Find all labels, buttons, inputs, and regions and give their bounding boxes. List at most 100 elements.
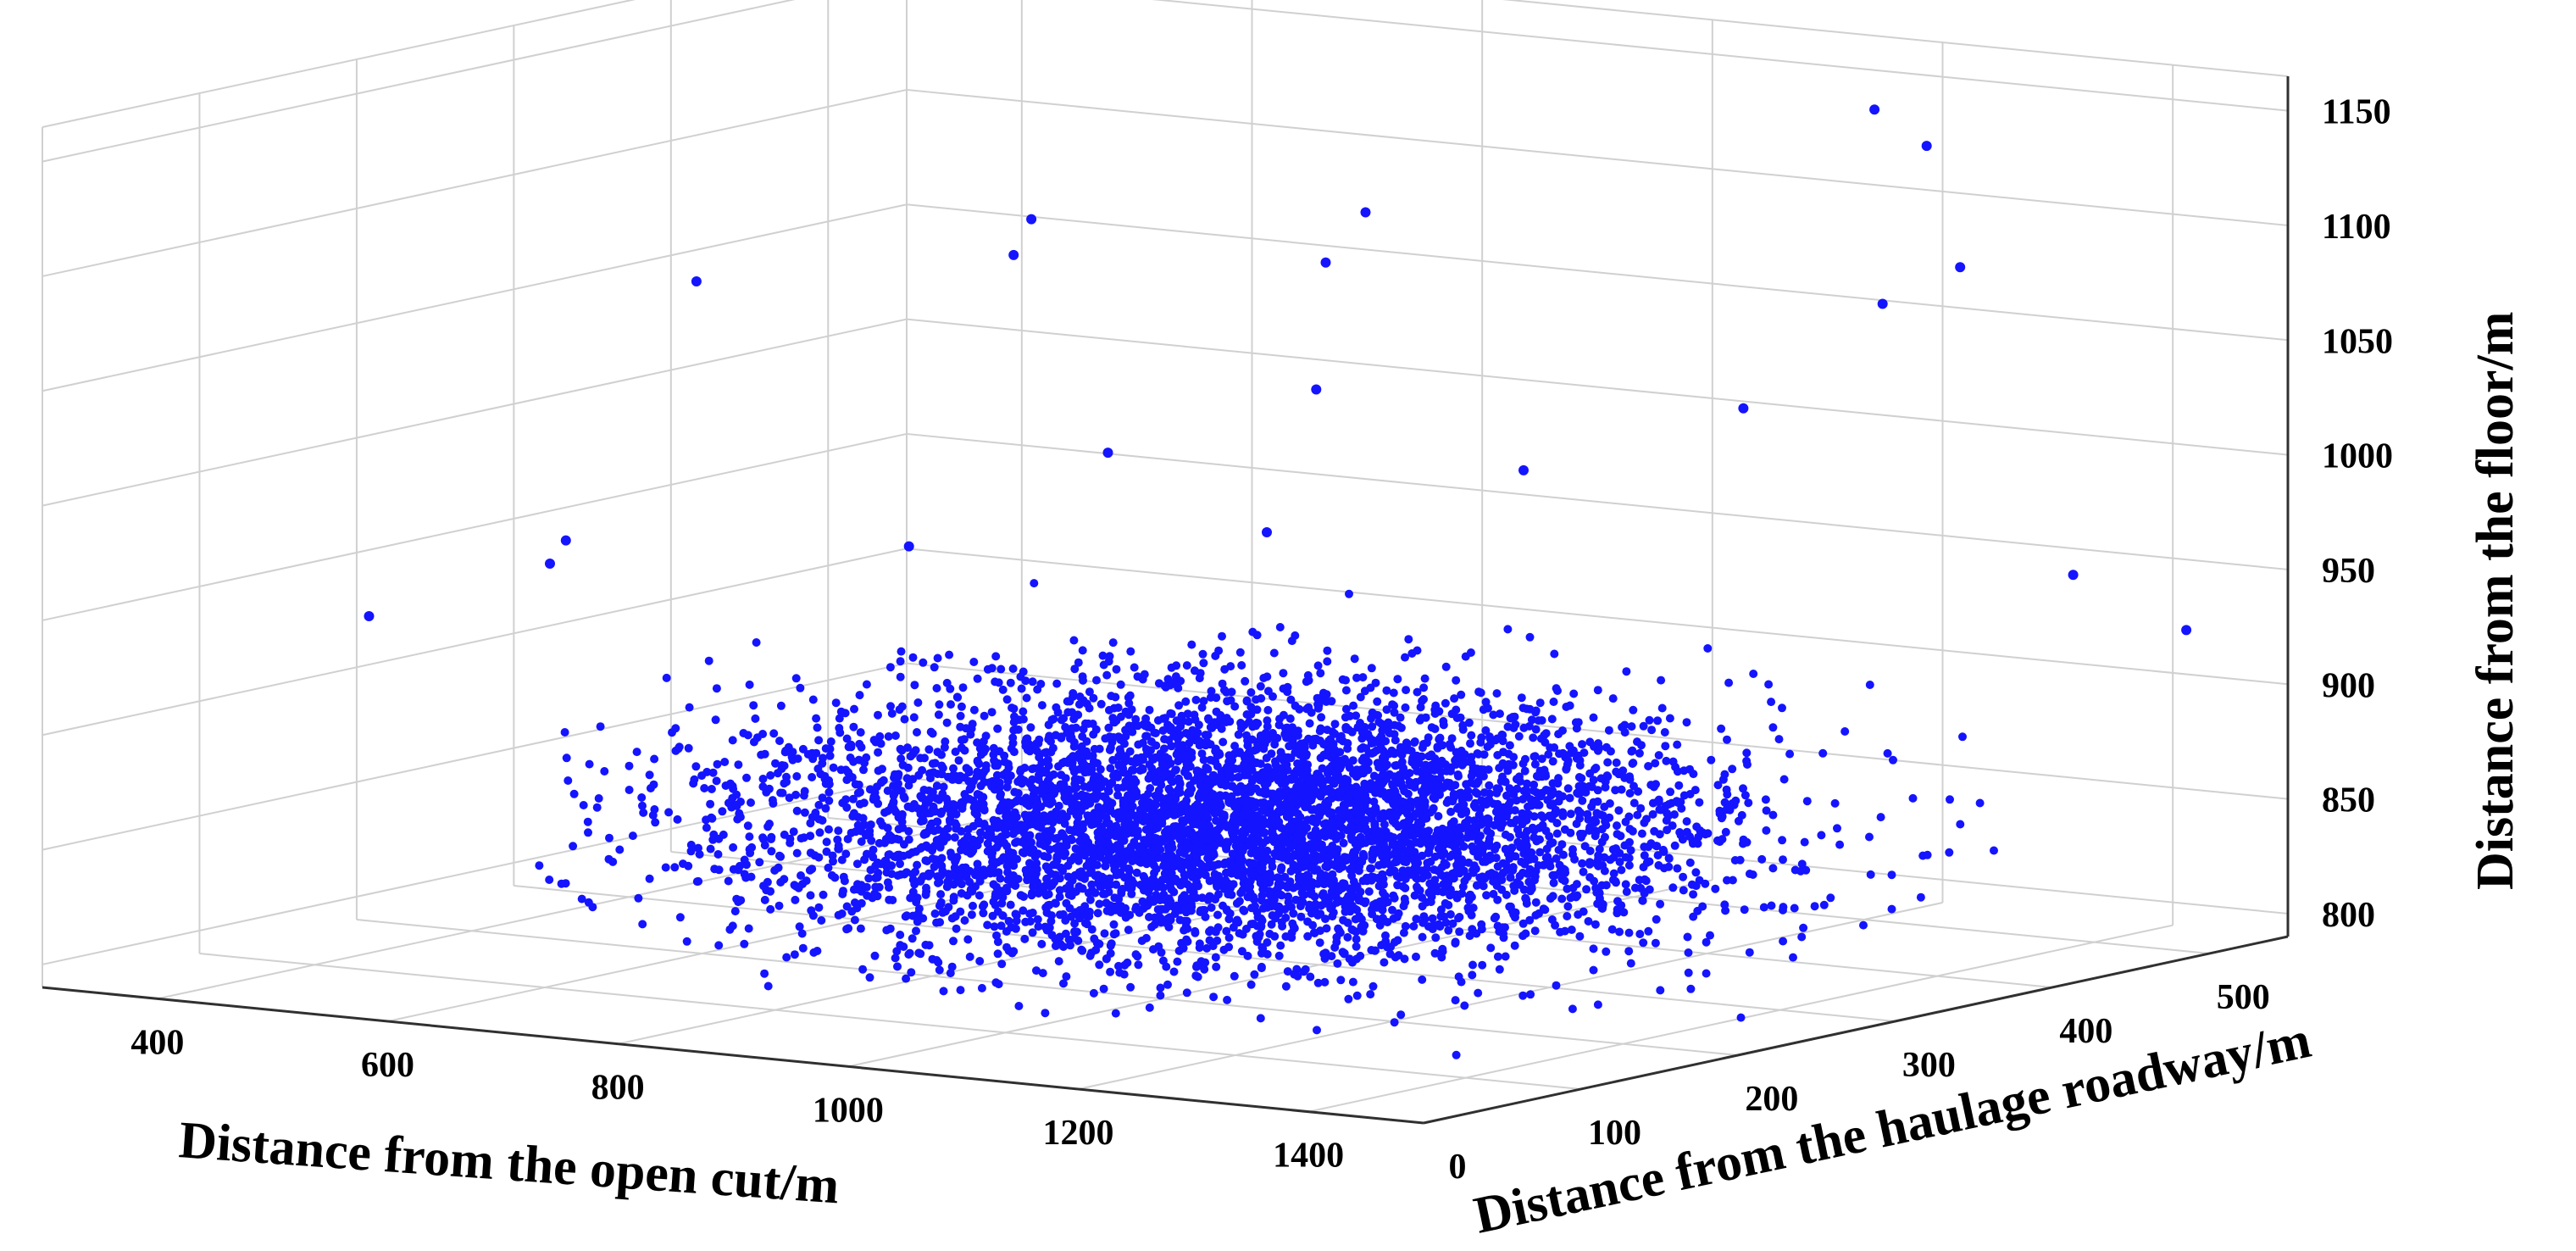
- data-point: [1374, 861, 1384, 870]
- data-point: [1682, 718, 1691, 727]
- data-point: [774, 851, 784, 860]
- data-point: [1702, 937, 1711, 947]
- data-point: [824, 863, 833, 872]
- data-point: [1214, 890, 1223, 899]
- data-point: [902, 911, 912, 920]
- data-point: [1114, 814, 1124, 823]
- data-point: [919, 786, 929, 795]
- data-point: [1563, 784, 1573, 793]
- data-point: [1234, 918, 1243, 927]
- data-point: [829, 763, 838, 772]
- data-point: [1010, 712, 1019, 721]
- data-point: [1702, 969, 1711, 978]
- data-point: [814, 903, 824, 912]
- data-point: [1434, 812, 1443, 820]
- data-point: [1237, 724, 1246, 733]
- data-point: [1392, 912, 1402, 921]
- data-point: [1531, 725, 1541, 734]
- data-point: [1066, 941, 1074, 950]
- data-point: [910, 681, 919, 690]
- data-point: [1262, 806, 1271, 815]
- data-point: [1027, 891, 1036, 900]
- data-point: [1016, 767, 1025, 776]
- data-point: [583, 817, 592, 826]
- data-point: [1257, 694, 1266, 703]
- data-point: [1194, 803, 1203, 812]
- data-point: [1019, 906, 1028, 915]
- data-point: [1089, 730, 1098, 739]
- data-point: [785, 793, 794, 803]
- data-point: [1130, 775, 1139, 784]
- data-point: [1092, 676, 1101, 685]
- data-point: [1041, 748, 1049, 758]
- data-point: [1883, 748, 1892, 758]
- data-point: [957, 880, 966, 889]
- data-point: [796, 683, 805, 692]
- data-point: [1762, 806, 1771, 815]
- data-point: [1303, 931, 1313, 941]
- data-point: [1033, 685, 1042, 694]
- data-point: [1676, 798, 1685, 807]
- data-point: [1613, 909, 1622, 918]
- data-point: [1293, 971, 1302, 981]
- data-point: [989, 815, 998, 825]
- data-point: [1464, 792, 1474, 802]
- data-point: [1357, 786, 1367, 795]
- data-point: [1495, 965, 1504, 974]
- data-point: [987, 708, 997, 717]
- data-point: [874, 710, 882, 720]
- data-point: [1002, 887, 1012, 896]
- data-point: [637, 793, 647, 802]
- data-point: [1393, 936, 1402, 945]
- data-point: [899, 851, 908, 860]
- data-point: [1574, 781, 1584, 791]
- data-point: [916, 753, 925, 763]
- data-point: [1673, 767, 1682, 776]
- data-point: [1419, 683, 1429, 692]
- data-point: [896, 941, 905, 950]
- data-point: [1119, 863, 1129, 872]
- data-point: [1225, 909, 1235, 918]
- data-point: [1530, 759, 1540, 769]
- floor-grid-x: [847, 879, 1713, 1068]
- data-point: [1214, 833, 1223, 842]
- data-point: [883, 824, 892, 832]
- data-point: [1923, 850, 1932, 859]
- data-point: [645, 874, 654, 883]
- data-point: [1316, 669, 1325, 678]
- data-point: [1063, 708, 1073, 717]
- data-point: [1019, 892, 1028, 901]
- data-point: [866, 820, 875, 829]
- data-point: [887, 709, 897, 718]
- data-point: [1711, 884, 1720, 893]
- data-point: [1485, 781, 1494, 790]
- data-point: [1454, 803, 1463, 812]
- data-point: [755, 858, 764, 867]
- data-point: [1341, 723, 1351, 731]
- data-point: [782, 953, 791, 962]
- data-point: [1262, 753, 1271, 763]
- data-point: [1182, 807, 1191, 816]
- data-point: [1321, 862, 1330, 871]
- data-point: [1028, 928, 1037, 937]
- data-point: [1079, 725, 1088, 734]
- data-point: [1107, 939, 1116, 948]
- data-point: [1096, 699, 1106, 709]
- data-point: [843, 768, 852, 777]
- data-point: [1154, 786, 1163, 795]
- data-point: [835, 714, 844, 723]
- data-point: [1457, 788, 1466, 798]
- data-point: [874, 838, 884, 848]
- data-point: [788, 748, 797, 757]
- data-point: [1011, 909, 1020, 919]
- data-point: [1269, 837, 1279, 847]
- data-point: [605, 833, 613, 842]
- data-point: [1728, 799, 1737, 808]
- data-point: [1597, 825, 1607, 834]
- data-point: [1612, 758, 1621, 767]
- data-point: [1789, 953, 1797, 962]
- data-point: [1026, 723, 1035, 732]
- data-point: [1740, 791, 1750, 800]
- data-point: [887, 861, 897, 870]
- data-point: [1198, 649, 1208, 659]
